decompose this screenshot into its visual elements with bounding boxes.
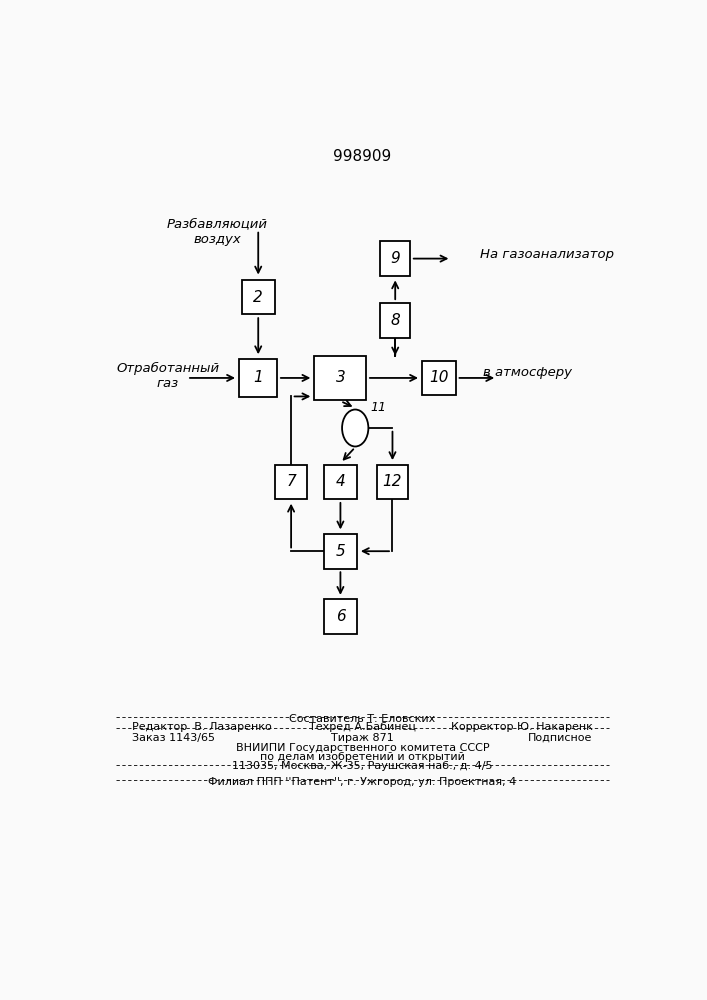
Bar [377,465,409,499]
Text: Составитель Т. Еловских: Составитель Т. Еловских [289,714,436,724]
Bar [315,356,366,400]
Text: 113035, Москва, Ж-35, Раушская наб., д. 4/5: 113035, Москва, Ж-35, Раушская наб., д. … [232,761,493,771]
Text: 7: 7 [286,474,296,489]
Text: 6: 6 [336,609,345,624]
Bar [324,534,357,569]
Text: 10: 10 [429,370,449,385]
Text: Отработанный
газ: Отработанный газ [116,362,219,390]
Text: 3: 3 [336,370,345,385]
Text: Техред А.Бабинец: Техред А.Бабинец [309,722,416,732]
Bar [380,303,410,338]
Bar [324,599,357,634]
Text: Филиал ППП ''Патент'', г. Ужгород, ул. Проектная, 4: Филиал ППП ''Патент'', г. Ужгород, ул. П… [209,777,516,787]
Bar [380,241,410,276]
Text: Тираж 871: Тираж 871 [331,733,394,743]
Text: по делам изобретений и открытий: по делам изобретений и открытий [260,752,464,762]
Text: 8: 8 [390,313,400,328]
Circle shape [342,410,368,446]
Text: 9: 9 [390,251,400,266]
Text: 11: 11 [370,401,387,414]
Text: ВНИИПИ Государственного комитета СССР: ВНИИПИ Государственного комитета СССР [235,743,489,753]
Bar [242,280,275,314]
Text: 998909: 998909 [333,149,392,164]
Text: На газоанализатор: На газоанализатор [480,248,614,261]
Text: 5: 5 [336,544,345,559]
Bar [275,465,307,499]
Text: 12: 12 [382,474,402,489]
Bar [422,361,456,395]
Text: в атмосферу: в атмосферу [483,366,572,379]
Text: 1: 1 [253,370,263,385]
Bar [239,359,277,397]
Bar [324,465,357,499]
Text: Подписное: Подписное [528,733,592,743]
Text: 4: 4 [336,474,345,489]
Text: Заказ 1143/65: Заказ 1143/65 [132,733,215,743]
Text: Корректор Ю. Накаренк: Корректор Ю. Накаренк [450,722,592,732]
Text: Редактор  В. Лазаренко: Редактор В. Лазаренко [132,722,272,732]
Text: Разбавляюций
воздух: Разбавляюций воздух [167,218,268,246]
Text: 2: 2 [253,290,263,305]
